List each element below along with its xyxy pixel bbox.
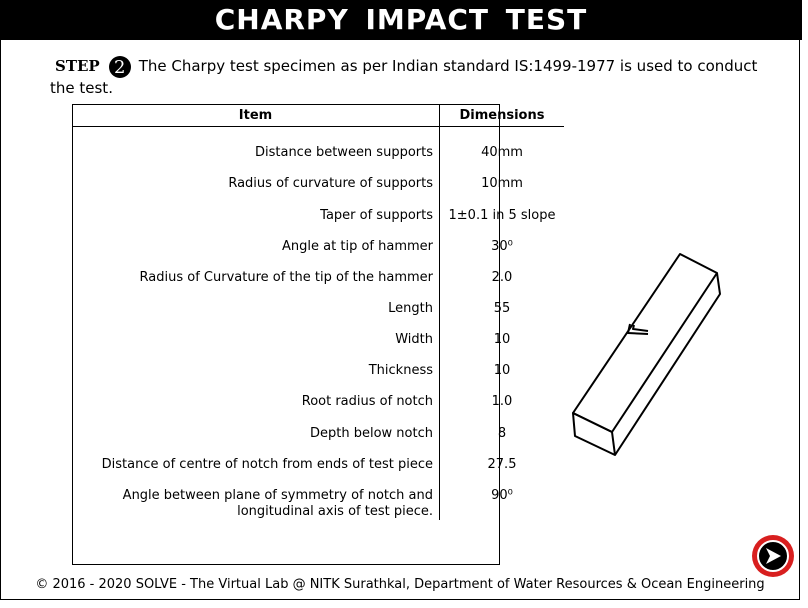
step-text: The Charpy test specimen as per Indian s… (50, 57, 758, 97)
next-arrow-icon (766, 548, 781, 564)
dimensions-table: Item Dimensions Distance between support… (72, 104, 564, 520)
row-item: Depth below notch (72, 410, 440, 442)
row-item: Angle at tip of hammer (72, 224, 440, 255)
row-item: Thickness (72, 348, 440, 379)
next-button-inner (757, 540, 789, 572)
row-item: Distance between supports (72, 126, 440, 161)
row-value: 90⁰ (491, 488, 513, 503)
row-value: 30⁰ (491, 239, 513, 254)
row-value: 10mm (481, 176, 523, 191)
column-header-item: Item (72, 104, 440, 127)
row-value: 10 (493, 332, 511, 347)
next-button[interactable] (752, 535, 794, 577)
row-value: 40mm (481, 145, 523, 160)
row-item: Width (72, 317, 440, 348)
table-row: Root radius of notch 1.0 (72, 379, 564, 410)
table-row: Distance of centre of notch from ends of… (72, 442, 564, 473)
table-row: Distance between supports 40mm (72, 126, 564, 161)
row-value: 27.5 (487, 457, 517, 472)
row-item: Distance of centre of notch from ends of… (72, 442, 440, 473)
charpy-specimen-illustration (572, 253, 721, 456)
step-label: STEP (55, 57, 100, 75)
table-row: Taper of supports 1±0.1 in 5 slope (72, 192, 564, 224)
row-value: 55 (493, 301, 511, 316)
table-header-row: Item Dimensions (72, 104, 564, 127)
step-number-badge: 2 (108, 56, 131, 78)
row-value: 1.0 (491, 394, 513, 409)
table-row: Thickness 10 (72, 348, 564, 379)
table-row: Length 55 (72, 286, 564, 317)
row-value: 10 (493, 363, 511, 378)
row-value: 1±0.1 in 5 slope (448, 208, 556, 223)
column-header-dimensions: Dimensions (439, 104, 564, 127)
title-bar: CHARPY IMPACT TEST (0, 0, 802, 40)
table-row: Radius of curvature of supports 10mm (72, 161, 564, 192)
table-row: Width 10 (72, 317, 564, 348)
table-row: Angle between plane of symmetry of notch… (72, 473, 564, 520)
row-item: Length (72, 286, 440, 317)
table-row: Depth below notch 8 (72, 410, 564, 442)
table-row: Angle at tip of hammer 30⁰ (72, 224, 564, 255)
table-row: Radius of Curvature of the tip of the ha… (72, 255, 564, 286)
row-value: 2.0 (491, 270, 513, 285)
footer-copyright: © 2016 - 2020 SOLVE - The Virtual Lab @ … (35, 577, 765, 592)
row-item: Radius of curvature of supports (72, 161, 440, 192)
row-item: Taper of supports (72, 192, 440, 224)
page-title: CHARPY IMPACT TEST (214, 3, 588, 36)
row-item: Angle between plane of symmetry of notch… (72, 473, 440, 520)
row-item: Root radius of notch (72, 379, 440, 410)
row-item: Radius of Curvature of the tip of the ha… (72, 255, 440, 286)
step-instruction: STEP 2 The Charpy test specimen as per Ind… (50, 56, 770, 99)
row-value: 8 (497, 426, 507, 441)
